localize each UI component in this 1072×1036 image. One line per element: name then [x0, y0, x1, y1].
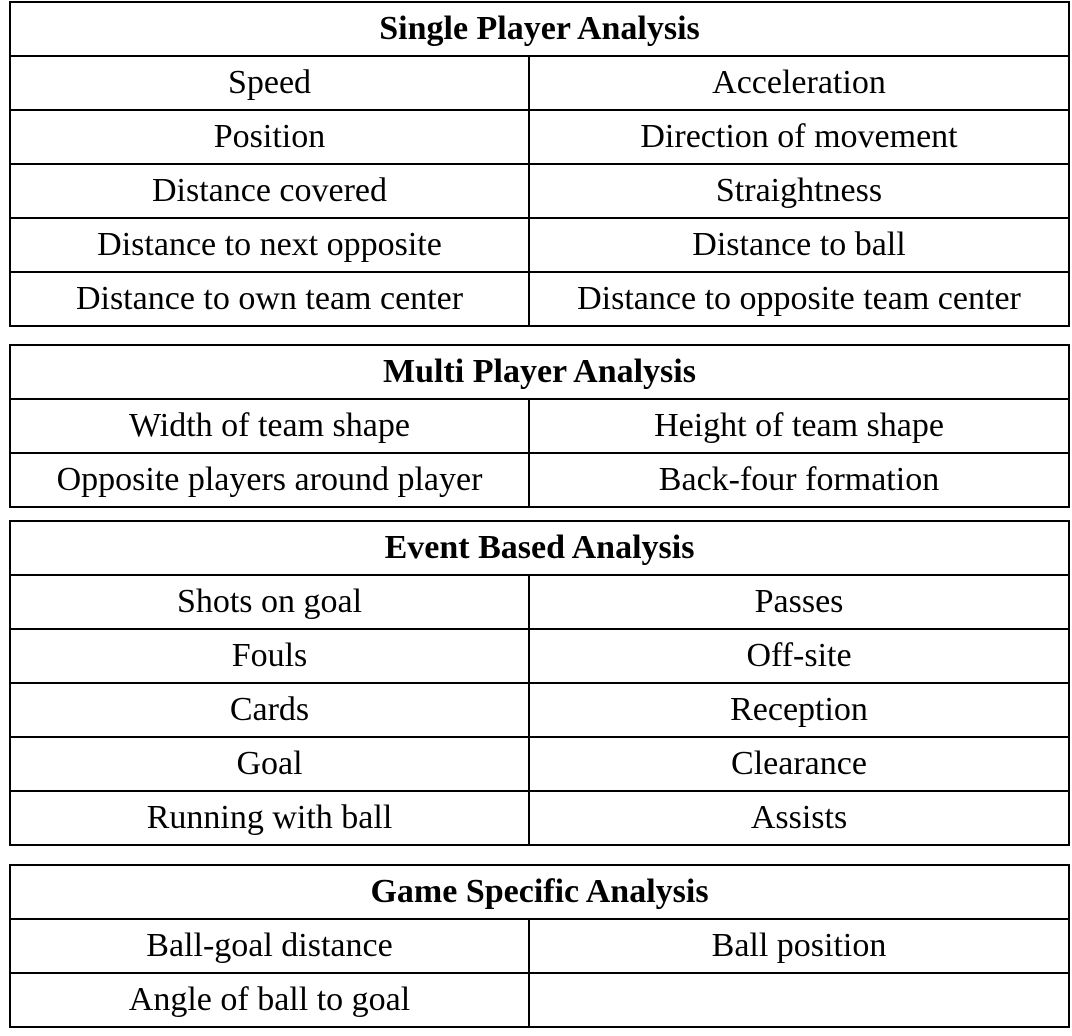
- table-cell-empty: [527, 972, 1071, 1028]
- table-cell: Height of team shape: [527, 398, 1071, 454]
- table-cell: Shots on goal: [9, 574, 530, 630]
- table-cell: Distance to ball: [528, 217, 1070, 273]
- table-cell: Angle of ball to goal: [9, 972, 530, 1028]
- table-cell: Opposite players around player: [9, 452, 530, 508]
- section-title: Event Based Analysis: [8, 520, 1071, 576]
- table-cell: Back-four formation: [527, 452, 1071, 508]
- single-player-analysis-table: Single Player Analysis Speed Acceleratio…: [9, 1, 1070, 327]
- table-cell: Running with ball: [9, 790, 530, 846]
- section-title: Multi Player Analysis: [8, 344, 1071, 400]
- table-cell: Ball-goal distance: [9, 918, 530, 974]
- event-based-analysis-table: Event Based Analysis Shots on goal Passe…: [8, 520, 1071, 846]
- multi-player-analysis-table: Multi Player Analysis Width of team shap…: [8, 344, 1071, 508]
- table-cell: Direction of movement: [528, 109, 1070, 165]
- game-specific-analysis-table: Game Specific Analysis Ball-goal distanc…: [8, 864, 1071, 1028]
- table-cell: Clearance: [527, 736, 1071, 792]
- table-cell: Position: [9, 109, 530, 165]
- table-cell: Straightness: [528, 163, 1070, 219]
- table-cell: Distance to next opposite: [9, 217, 530, 273]
- table-cell: Distance covered: [9, 163, 530, 219]
- table-cell: Acceleration: [528, 55, 1070, 111]
- table-cell: Speed: [9, 55, 530, 111]
- table-cell: Cards: [9, 682, 530, 738]
- table-cell: Width of team shape: [9, 398, 530, 454]
- table-cell: Passes: [527, 574, 1071, 630]
- table-cell: Reception: [527, 682, 1071, 738]
- table-cell: Fouls: [9, 628, 530, 684]
- table-cell: Goal: [9, 736, 530, 792]
- table-cell: Ball position: [527, 918, 1071, 974]
- table-cell: Off-site: [527, 628, 1071, 684]
- table-cell: Distance to opposite team center: [528, 271, 1070, 327]
- table-cell: Distance to own team center: [9, 271, 530, 327]
- section-title: Game Specific Analysis: [8, 864, 1071, 920]
- section-title: Single Player Analysis: [9, 1, 1070, 57]
- table-cell: Assists: [527, 790, 1071, 846]
